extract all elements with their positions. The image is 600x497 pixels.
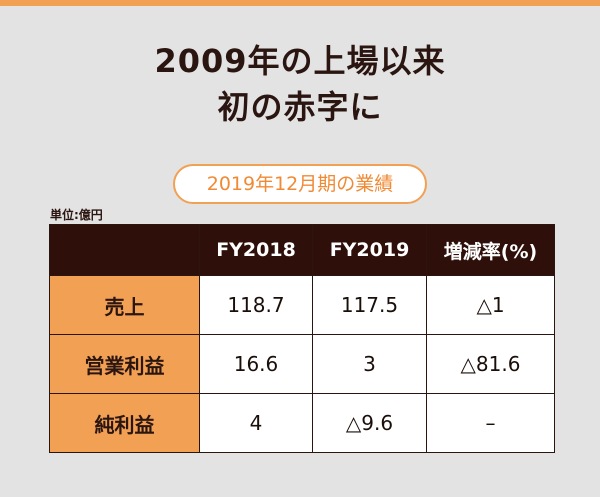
table-row: 営業利益 16.6 3 △81.6 xyxy=(49,334,555,394)
cell-sales-fy2018: 118.7 xyxy=(199,275,313,335)
table-header-row: FY2018 FY2019 増減率(%) xyxy=(49,224,555,276)
cell-net-profit-fy2018: 4 xyxy=(199,393,313,453)
header-cell-fy2018: FY2018 xyxy=(199,224,313,276)
table-row: 売上 118.7 117.5 △1 xyxy=(49,275,555,335)
table-row: 純利益 4 △9.6 – xyxy=(49,393,555,453)
headline-line-2: 初の赤字に xyxy=(217,88,383,126)
cell-net-profit-change: – xyxy=(426,393,555,453)
cell-operating-profit-change: △81.6 xyxy=(426,334,555,394)
headline: 2009年の上場以来 初の赤字に xyxy=(0,38,600,130)
cell-sales-fy2019: 117.5 xyxy=(312,275,427,335)
cell-operating-profit-fy2018: 16.6 xyxy=(199,334,313,394)
row-label-operating-profit: 営業利益 xyxy=(49,334,200,394)
header-cell-empty xyxy=(49,224,200,276)
cell-sales-change: △1 xyxy=(426,275,555,335)
top-accent-bar xyxy=(0,0,600,6)
header-cell-fy2019: FY2019 xyxy=(312,224,427,276)
row-label-net-profit: 純利益 xyxy=(49,393,200,453)
row-label-sales: 売上 xyxy=(49,275,200,335)
subtitle-badge: 2019年12月期の業績 xyxy=(173,164,427,204)
headline-line-1: 2009年の上場以来 xyxy=(154,42,446,80)
header-cell-change: 増減率(%) xyxy=(426,224,555,276)
cell-net-profit-fy2019: △9.6 xyxy=(312,393,427,453)
unit-label: 単位:億円 xyxy=(50,208,103,222)
cell-operating-profit-fy2019: 3 xyxy=(312,334,427,394)
financial-results-table: FY2018 FY2019 増減率(%) 売上 118.7 117.5 △1 営… xyxy=(49,224,555,453)
